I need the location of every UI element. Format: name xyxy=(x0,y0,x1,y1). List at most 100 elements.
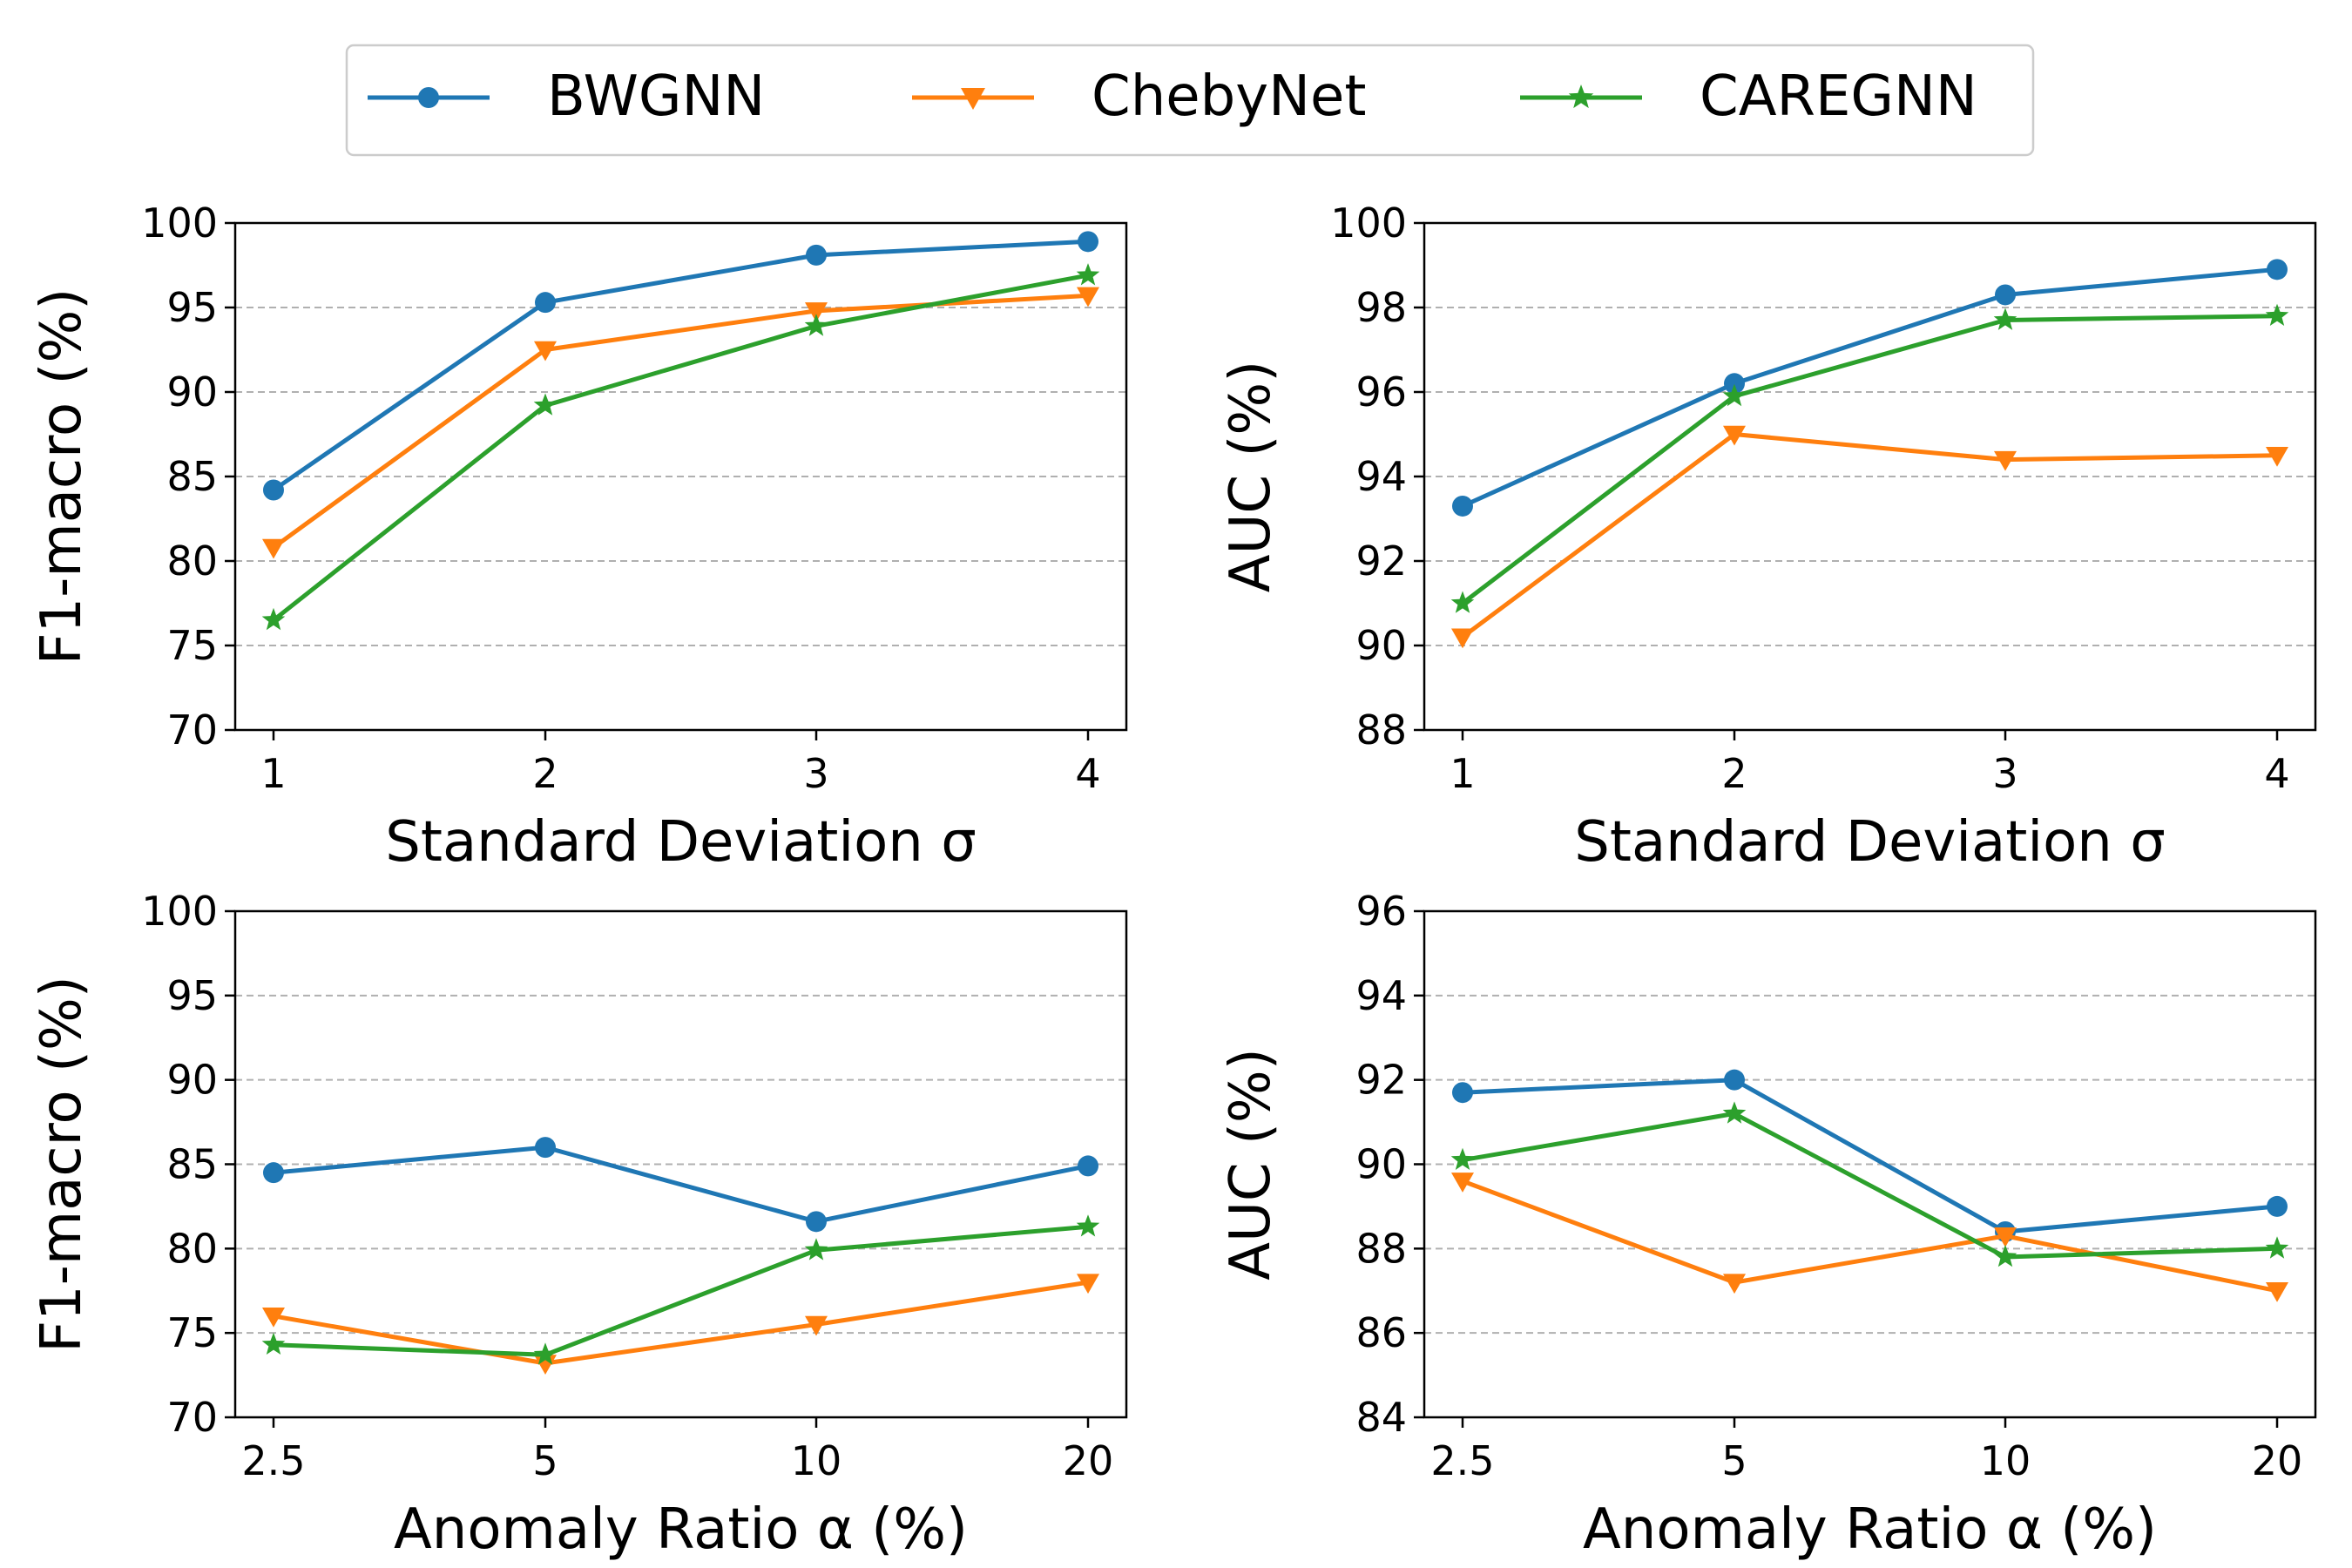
y-tick-label: 92 xyxy=(1355,1057,1407,1104)
y-tick-label: 80 xyxy=(166,537,218,585)
chart-auc-vs-ratio: 84 86 88 90 92 94 96 2.5 5 10 20 Anomaly Ratio α (%… xyxy=(1219,888,2317,1562)
point-caregnn xyxy=(533,1342,558,1365)
point-chebynet xyxy=(261,538,285,559)
x-tick-label: 10 xyxy=(1980,1437,2031,1484)
point-chebynet xyxy=(261,1308,285,1328)
y-tick-label: 100 xyxy=(1330,199,1407,247)
point-chebynet xyxy=(1077,287,1100,308)
y-tick-label: 86 xyxy=(1355,1309,1407,1356)
y-tick-label: 70 xyxy=(166,706,218,754)
y-tick-label: 80 xyxy=(166,1225,218,1272)
y-tick-label: 90 xyxy=(1355,1141,1407,1188)
x-tick-label: 2.5 xyxy=(241,1437,305,1484)
x-tick-label: 5 xyxy=(532,1437,558,1484)
point-bwgnn xyxy=(805,1211,827,1233)
point-caregnn xyxy=(1722,383,1747,407)
y-tick-label: 94 xyxy=(1355,453,1407,500)
x-axis-label: Anomaly Ratio α (%) xyxy=(1583,1497,2157,1562)
y-tick-label: 90 xyxy=(166,368,218,416)
y-tick-label: 84 xyxy=(1355,1394,1407,1441)
y-tick-label: 95 xyxy=(166,972,218,1019)
y-tick-label: 85 xyxy=(166,1141,218,1188)
point-bwgnn xyxy=(262,479,284,501)
x-tick-label: 4 xyxy=(1075,750,1100,797)
legend-marker-caregnn xyxy=(1568,84,1594,109)
y-tick-label: 100 xyxy=(141,199,218,247)
x-axis-label: Standard Deviation σ xyxy=(1574,810,2166,875)
point-bwgnn xyxy=(262,1162,284,1184)
series-line-caregnn xyxy=(272,273,1089,622)
x-tick-label: 20 xyxy=(1063,1437,1114,1484)
x-tick-label: 2 xyxy=(532,750,558,797)
x-tick-label: 5 xyxy=(1721,1437,1747,1484)
point-chebynet xyxy=(1993,450,2017,471)
series-line-caregnn xyxy=(273,1224,1089,1357)
y-axis-label: AUC (%) xyxy=(1219,361,1283,592)
y-tick-label: 94 xyxy=(1355,972,1407,1019)
y-tick-label: 98 xyxy=(1355,284,1407,331)
x-axis-label: Standard Deviation σ xyxy=(385,810,977,875)
plot-frame xyxy=(1423,221,2317,732)
point-bwgnn xyxy=(1078,231,1099,253)
y-tick-label: 96 xyxy=(1355,888,1407,935)
x-tick-label: 1 xyxy=(1450,750,1475,797)
legend: BWGNN ChebyNet CAREGNN xyxy=(345,44,2035,157)
point-chebynet xyxy=(804,1315,828,1336)
legend-marker-bwgnn xyxy=(418,87,439,108)
chart-panels: 70 75 80 85 90 95 100 1 2 3 4 Standard Deviation σ F… xyxy=(30,199,2317,1562)
point-caregnn xyxy=(1450,591,1475,613)
chart-f1-vs-sigma: 70 75 80 85 90 95 100 1 2 3 4 Standard Deviation σ F… xyxy=(30,199,1128,875)
plot-frame xyxy=(233,221,1128,732)
x-tick-label: 20 xyxy=(2252,1437,2303,1484)
point-bwgnn xyxy=(1078,1155,1099,1177)
y-tick-label: 70 xyxy=(166,1394,218,1441)
point-bwgnn xyxy=(1451,495,1473,517)
x-tick-label: 2.5 xyxy=(1430,1437,1494,1484)
point-bwgnn xyxy=(1724,373,1746,395)
point-caregnn xyxy=(533,393,558,416)
point-caregnn xyxy=(1722,1101,1747,1124)
point-chebynet xyxy=(1723,1274,1747,1294)
point-caregnn xyxy=(1076,1214,1100,1237)
legend-item-bwgnn: BWGNN xyxy=(368,64,765,129)
y-tick-label: 90 xyxy=(166,1057,218,1104)
x-tick-label: 3 xyxy=(1992,750,2017,797)
legend-label-bwgnn: BWGNN xyxy=(547,64,765,129)
series-line-bwgnn xyxy=(1461,267,2278,509)
y-tick-label: 88 xyxy=(1355,706,1407,754)
point-bwgnn xyxy=(2267,1195,2288,1217)
point-caregnn xyxy=(804,314,828,336)
legend-frame xyxy=(345,44,2035,157)
y-tick-label: 75 xyxy=(166,1309,218,1356)
point-bwgnn xyxy=(2267,259,2288,280)
x-tick-label: 4 xyxy=(2264,750,2289,797)
plot-frame xyxy=(1423,909,2317,1419)
point-chebynet xyxy=(534,341,558,362)
series-line-chebynet xyxy=(272,293,1089,550)
point-caregnn xyxy=(2265,303,2289,326)
y-axis-label: AUC (%) xyxy=(1219,1048,1283,1280)
point-caregnn xyxy=(261,607,286,631)
point-bwgnn xyxy=(535,1137,557,1159)
y-axis-label: F1-macro (%) xyxy=(30,976,94,1353)
point-caregnn xyxy=(1993,1245,2017,1267)
series-line-chebynet xyxy=(273,1280,1089,1366)
y-tick-label: 100 xyxy=(141,888,218,935)
legend-item-chebynet: ChebyNet xyxy=(912,64,1366,129)
point-bwgnn xyxy=(1451,1082,1473,1104)
series-line-chebynet xyxy=(1462,1179,2278,1294)
point-chebynet xyxy=(2266,1282,2289,1302)
point-chebynet xyxy=(1723,425,1747,446)
series-line-chebynet xyxy=(1461,432,2278,639)
series-line-bwgnn xyxy=(273,1145,1089,1224)
point-bwgnn xyxy=(805,244,827,266)
y-tick-label: 95 xyxy=(166,284,218,331)
x-tick-label: 2 xyxy=(1721,750,1747,797)
plot-frame xyxy=(233,909,1128,1419)
point-caregnn xyxy=(1993,308,2017,330)
legend-item-caregnn: CAREGNN xyxy=(1520,64,1977,129)
y-tick-label: 75 xyxy=(166,622,218,669)
point-bwgnn xyxy=(535,292,557,314)
series-line-caregnn xyxy=(1462,1111,2278,1260)
